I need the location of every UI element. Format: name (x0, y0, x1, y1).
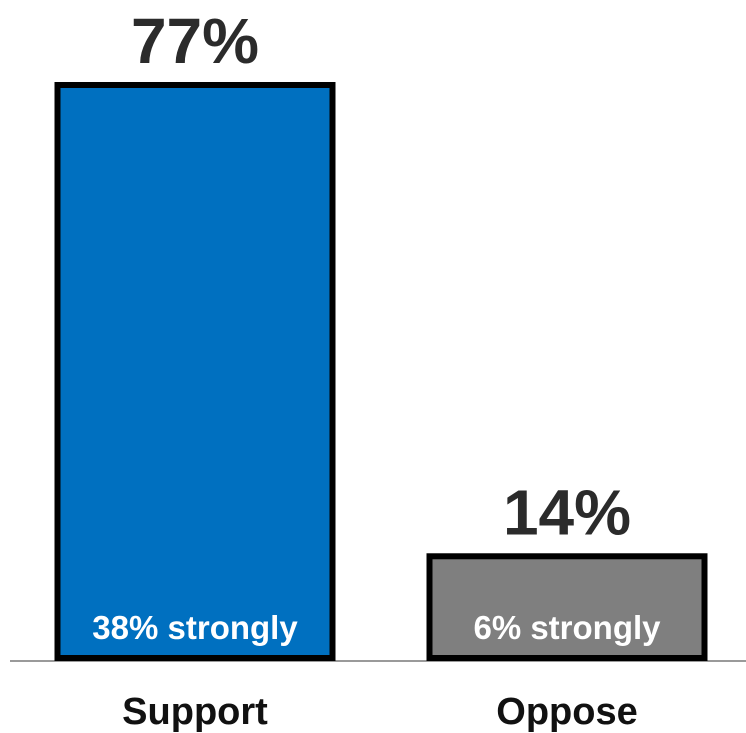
bar-oppose (426, 553, 708, 661)
value-label-oppose: 14% (503, 476, 631, 548)
category-label-support: Support (122, 691, 268, 733)
bar-support (54, 82, 336, 661)
category-label-oppose: Oppose (496, 691, 637, 733)
value-label-support: 77% (131, 5, 259, 77)
strongly-label-oppose: 6% strongly (473, 609, 661, 646)
bars-group (54, 82, 708, 661)
labels-group: 77% 38% strongly Support 14% 6% strongly Oppo… (92, 5, 661, 733)
strongly-label-support: 38% strongly (92, 609, 298, 646)
